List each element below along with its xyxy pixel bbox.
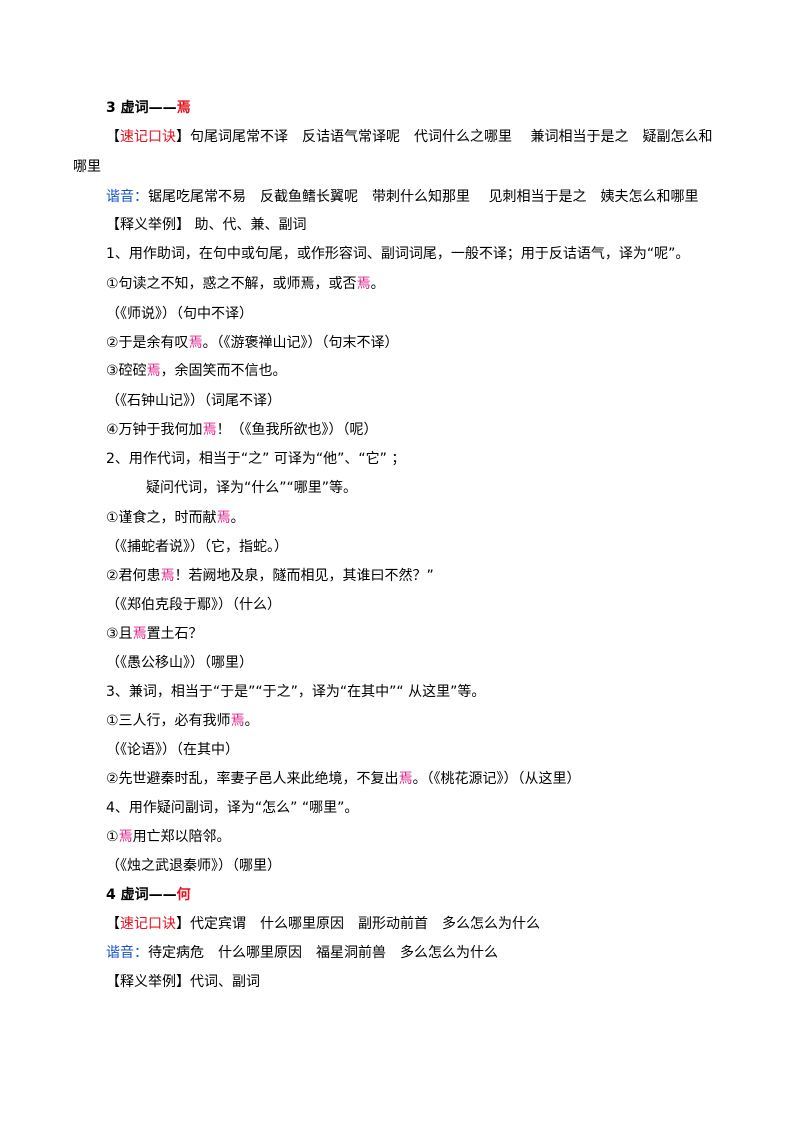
- highlight-word: 焉: [216, 510, 231, 526]
- homophone-text: 待定病危 什么哪里原因 福星洞前兽 多么怎么为什么: [148, 945, 498, 961]
- section-4-number: 4 虚词——: [106, 887, 177, 903]
- highlight-word: 焉: [230, 713, 245, 729]
- example-text: ①: [106, 829, 119, 845]
- highlight-word: 焉: [188, 335, 203, 351]
- example-text: 置土石？: [146, 626, 203, 642]
- highlight-word: 焉: [118, 829, 133, 845]
- example-text: 用亡郑以陪邻。: [132, 829, 231, 845]
- example-1c: ③硿硿焉，余固笑而不信也。: [106, 361, 287, 381]
- example-2c-source: （《愚公移山》）（哪里）: [106, 655, 253, 671]
- example-text: ②于是余有叹: [106, 335, 189, 351]
- example-text: ，余固笑而不信也。: [160, 363, 287, 379]
- section-3-homophone: 谐音：锯尾吃尾常不易 反截鱼鳍长翼呢 带刺什么知那里 见刺相当于是之 姨夫怎么和…: [106, 187, 698, 207]
- example-text: 。: [370, 276, 385, 292]
- usage-1: 1、用作助词，在句中或句尾，或作形容词、副词词尾，一般不译；用于反诘语气，译为“…: [106, 246, 690, 262]
- example-1b: ②于是余有叹焉。（《游褒禅山记》）（句末不译）: [106, 333, 399, 353]
- example-text: ①谨食之，时而献: [106, 510, 217, 526]
- highlight-word: 焉: [160, 568, 175, 584]
- bracket-open: 【: [106, 129, 120, 145]
- mnemonic-text: 代定宾谓 什么哪里原因 副形动前首 多么怎么为什么: [190, 916, 540, 932]
- example-2b-source: （《郑伯克段于鄢》）（什么）: [106, 597, 281, 613]
- section-3-mnemonic-wrap: 哪里: [73, 159, 101, 175]
- example-text: ①三人行，必有我师: [106, 713, 231, 729]
- example-text: ！若阙地及泉，隧而相见，其谁曰不然？”: [174, 568, 434, 584]
- bracket-close: 】: [176, 916, 190, 932]
- example-text: 。（《桃花源记》）（从这里）: [412, 771, 581, 787]
- highlight-word: 焉: [356, 276, 371, 292]
- example-2a-source: （《捕蛇者说》）（它，指蛇。）: [106, 539, 288, 555]
- example-3a: ①三人行，必有我师焉。: [106, 711, 259, 731]
- usage-4: 4、用作疑问副词，译为“怎么” “哪里”。: [106, 800, 359, 816]
- bracket-close: 】: [176, 129, 190, 145]
- example-text: ④万钟于我何加: [106, 422, 203, 438]
- usage-2b: 疑问代词，译为“什么”“哪里”等。: [146, 480, 358, 496]
- highlight-word: 焉: [202, 422, 217, 438]
- example-2b: ②君何患焉！若阙地及泉，隧而相见，其谁曰不然？”: [106, 566, 434, 586]
- section-4-keyword: 何: [176, 887, 191, 903]
- homophone-text: 锯尾吃尾常不易 反截鱼鳍长翼呢 带刺什么知那里 见刺相当于是之 姨夫怎么和哪里: [148, 189, 699, 205]
- bracket-open: 【: [106, 916, 120, 932]
- example-1a-source: （《师说》）（句中不译）: [106, 306, 253, 322]
- homophone-label: 谐音：: [106, 189, 148, 205]
- section-3-examples-header: 【释义举例】 助、代、兼、副词: [106, 217, 307, 233]
- highlight-word: 焉: [132, 626, 147, 642]
- homophone-label: 谐音：: [106, 945, 148, 961]
- example-3a-source: （《论语》）（在其中）: [106, 742, 239, 758]
- example-text: ②先世避秦时乱，率妻子邑人来此绝境，不复出: [106, 771, 399, 787]
- section-3-keyword: 焉: [176, 100, 191, 116]
- example-2c: ③且焉置土石？: [106, 624, 203, 644]
- example-1d: ④万钟于我何加焉！（《鱼我所欲也》）（呢）: [106, 420, 378, 440]
- example-text: ！（《鱼我所欲也》）（呢）: [216, 422, 378, 438]
- example-4a: ①焉用亡郑以陪邻。: [106, 827, 231, 847]
- highlight-word: 焉: [398, 771, 413, 787]
- mnemonic-label: 速记口诀: [120, 129, 176, 145]
- example-text: 。（《游褒禅山记》）（句末不译）: [202, 335, 399, 351]
- section-4-examples-header: 【释义举例】代词、副词: [106, 974, 260, 990]
- example-text: ②君何患: [106, 568, 161, 584]
- section-4-homophone: 谐音：待定病危 什么哪里原因 福星洞前兽 多么怎么为什么: [106, 943, 498, 963]
- section-4-heading: 4 虚词——何: [106, 885, 191, 905]
- section-3-mnemonic: 【速记口诀】句尾词尾常不译 反诘语气常译呢 代词什么之哪里 兼词相当于是之 疑副…: [106, 127, 712, 147]
- example-text: ①句读之不知，惑之不解，或师焉，或否: [106, 276, 357, 292]
- mnemonic-text: 句尾词尾常不译 反诘语气常译呢 代词什么之哪里 兼词相当于是之 疑副怎么和: [190, 129, 713, 145]
- mnemonic-label: 速记口诀: [120, 916, 176, 932]
- example-text: 。: [230, 510, 245, 526]
- example-text: ③硿硿: [106, 363, 147, 379]
- example-1a: ①句读之不知，惑之不解，或师焉，或否焉。: [106, 274, 385, 294]
- usage-3: 3、兼词，相当于“于是”“于之”，译为“在其中”“ 从这里”等。: [106, 684, 486, 700]
- section-3-heading: 3 虚词——焉: [106, 98, 191, 118]
- section-3-number: 3 虚词——: [106, 100, 177, 116]
- example-text: ③且: [106, 626, 133, 642]
- usage-2: 2、用作代词，相当于“之” 可译为“他”、“它” ；: [106, 451, 406, 467]
- section-4-mnemonic: 【速记口诀】代定宾谓 什么哪里原因 副形动前首 多么怎么为什么: [106, 914, 540, 934]
- example-1c-source: （《石钟山记》）（词尾不译）: [106, 393, 281, 409]
- highlight-word: 焉: [146, 363, 161, 379]
- example-text: 。: [244, 713, 259, 729]
- example-2a: ①谨食之，时而献焉。: [106, 508, 245, 528]
- example-4a-source: （《烛之武退秦师》）（哪里）: [106, 858, 281, 874]
- example-3b: ②先世避秦时乱，率妻子邑人来此绝境，不复出焉。（《桃花源记》）（从这里）: [106, 769, 581, 789]
